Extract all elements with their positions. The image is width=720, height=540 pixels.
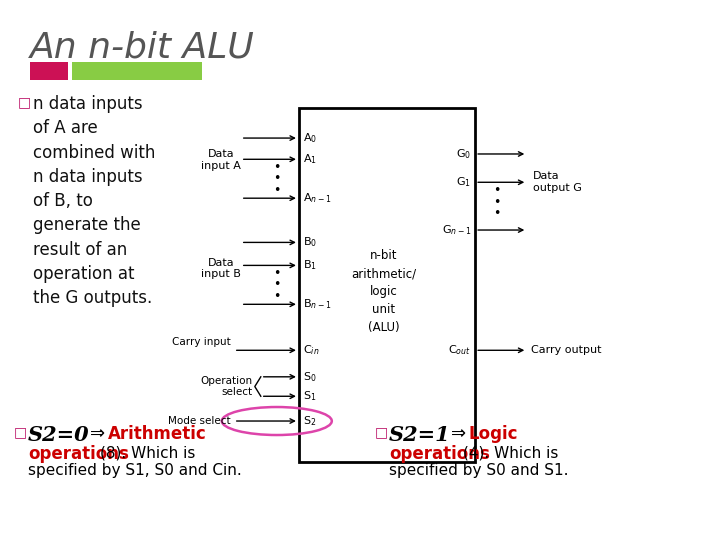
Text: S$_1$: S$_1$ <box>303 389 316 403</box>
Text: •
•
•: • • • <box>273 161 281 197</box>
Text: n data inputs
of A are
combined with
n data inputs
of B, to
generate the
result : n data inputs of A are combined with n d… <box>33 95 156 307</box>
Text: B$_{n-1}$: B$_{n-1}$ <box>303 298 331 311</box>
Text: specified by S0 and S1.: specified by S0 and S1. <box>389 463 569 478</box>
Text: (4). Which is: (4). Which is <box>463 445 559 460</box>
Bar <box>299 108 475 462</box>
Text: S2=0: S2=0 <box>28 425 89 445</box>
Text: An n-bit ALU: An n-bit ALU <box>30 30 255 64</box>
Text: Carry input: Carry input <box>172 338 231 347</box>
Text: (8). Which is: (8). Which is <box>100 445 195 460</box>
Text: B$_0$: B$_0$ <box>303 235 317 249</box>
Text: □: □ <box>14 425 27 439</box>
Text: □: □ <box>18 95 31 109</box>
Text: A$_{n-1}$: A$_{n-1}$ <box>303 191 331 205</box>
Text: S$_0$: S$_0$ <box>303 370 316 384</box>
Text: •
•
•: • • • <box>493 184 501 220</box>
Text: Arithmetic: Arithmetic <box>108 425 207 443</box>
Text: Data
output G: Data output G <box>534 171 582 193</box>
Text: Mode select: Mode select <box>168 416 231 426</box>
Text: Carry output: Carry output <box>531 345 602 355</box>
Bar <box>72 62 202 80</box>
Text: B$_1$: B$_1$ <box>303 259 317 272</box>
Text: specified by S1, S0 and Cin.: specified by S1, S0 and Cin. <box>28 463 242 478</box>
Text: A$_1$: A$_1$ <box>303 152 317 166</box>
Text: ⇒: ⇒ <box>90 425 105 443</box>
Text: S$_2$: S$_2$ <box>303 414 316 428</box>
Bar <box>30 62 68 80</box>
Text: G$_1$: G$_1$ <box>456 176 471 189</box>
Text: ⇒: ⇒ <box>451 425 466 443</box>
Text: □: □ <box>375 425 388 439</box>
Text: C$_{out}$: C$_{out}$ <box>449 343 471 357</box>
Text: Logic: Logic <box>469 425 518 443</box>
Text: S2=1: S2=1 <box>389 425 451 445</box>
Text: G$_0$: G$_0$ <box>456 147 471 161</box>
Text: Data
input A: Data input A <box>201 150 240 171</box>
Text: Operation
select: Operation select <box>201 376 253 397</box>
Text: n-bit
arithmetic/
logic
unit
(ALU): n-bit arithmetic/ logic unit (ALU) <box>351 249 416 334</box>
Text: Data
input B: Data input B <box>201 258 240 279</box>
Text: A$_0$: A$_0$ <box>303 131 317 145</box>
Text: operations: operations <box>389 445 490 463</box>
Text: C$_{in}$: C$_{in}$ <box>303 343 319 357</box>
Text: •
•
•: • • • <box>273 267 281 303</box>
Text: operations: operations <box>28 445 129 463</box>
Text: G$_{n-1}$: G$_{n-1}$ <box>442 223 471 237</box>
